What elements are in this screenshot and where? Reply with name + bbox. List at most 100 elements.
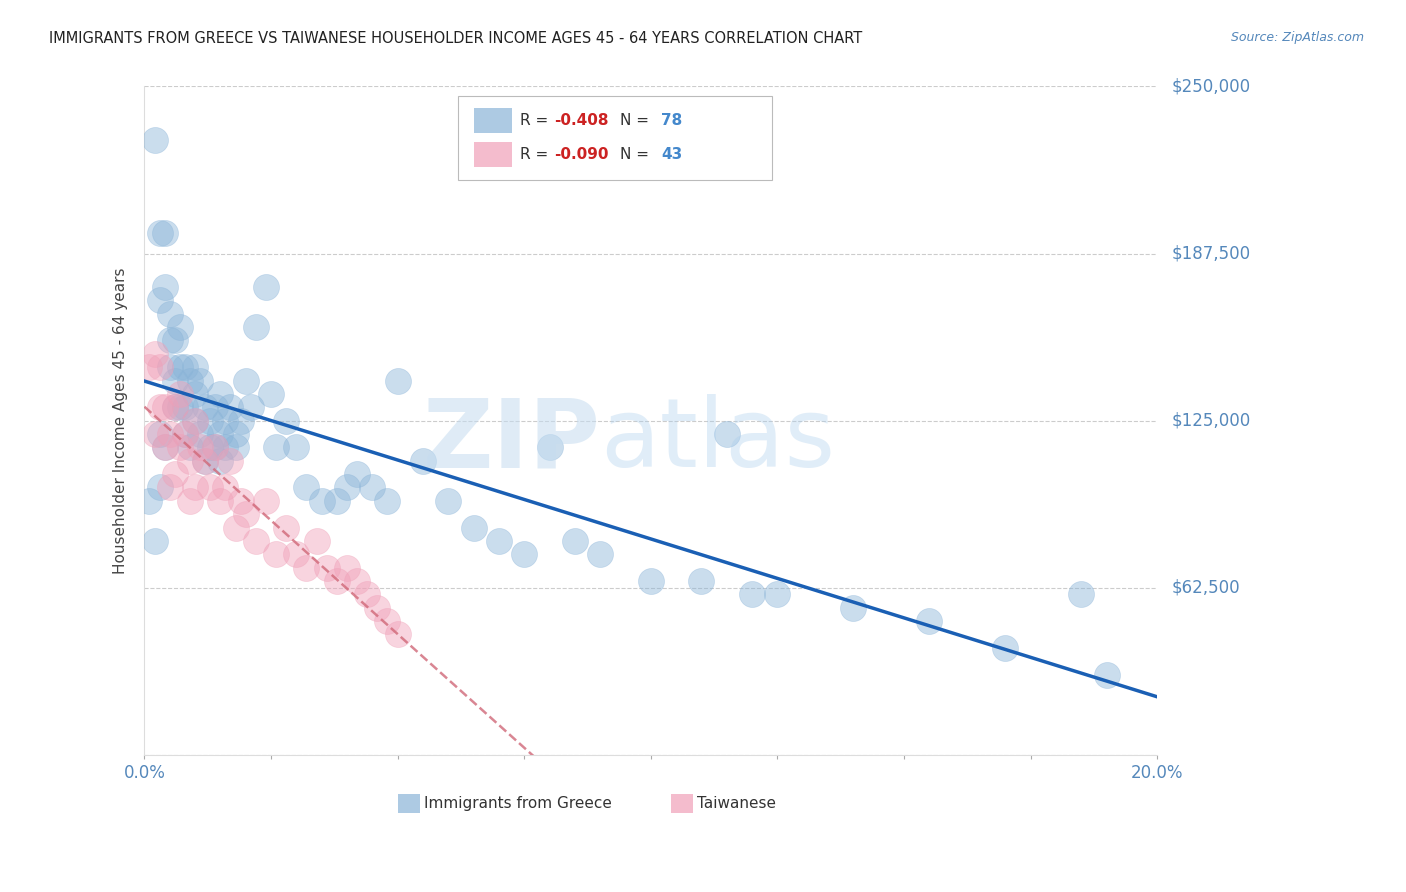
Text: N =: N = <box>620 147 654 162</box>
Text: $187,500: $187,500 <box>1171 244 1250 262</box>
Point <box>225 427 247 442</box>
Point <box>159 427 181 442</box>
Point <box>219 401 242 415</box>
Point <box>138 360 160 375</box>
Point <box>153 280 176 294</box>
Point <box>204 441 226 455</box>
Point <box>179 493 201 508</box>
Point <box>179 374 201 388</box>
Point <box>143 533 166 548</box>
Point <box>138 493 160 508</box>
Point <box>169 401 191 415</box>
Point <box>589 547 612 561</box>
Bar <box>671 794 693 813</box>
Point <box>276 520 298 534</box>
Point <box>295 560 318 574</box>
Point <box>149 227 172 241</box>
Point <box>200 480 222 494</box>
Point <box>766 587 789 601</box>
Point <box>153 401 176 415</box>
Point <box>143 427 166 442</box>
Point <box>260 387 283 401</box>
Point <box>285 547 308 561</box>
Point <box>538 441 561 455</box>
Point <box>184 387 207 401</box>
Text: N =: N = <box>620 113 654 128</box>
Text: Source: ZipAtlas.com: Source: ZipAtlas.com <box>1230 31 1364 45</box>
Point <box>336 480 359 494</box>
Point <box>169 320 191 334</box>
Point <box>214 441 236 455</box>
Point <box>239 401 262 415</box>
Point <box>143 347 166 361</box>
Point <box>200 414 222 428</box>
Point <box>179 454 201 468</box>
FancyBboxPatch shape <box>458 96 772 180</box>
Point <box>326 493 349 508</box>
Point <box>209 454 232 468</box>
Text: atlas: atlas <box>600 394 835 487</box>
Point <box>842 600 865 615</box>
Point <box>143 133 166 147</box>
Point <box>336 560 359 574</box>
Text: -0.090: -0.090 <box>554 147 609 162</box>
Point <box>179 441 201 455</box>
Point <box>174 427 197 442</box>
Point <box>214 480 236 494</box>
Point <box>235 374 257 388</box>
Point <box>153 441 176 455</box>
Point <box>149 293 172 308</box>
Point <box>204 401 226 415</box>
Point <box>159 480 181 494</box>
Point <box>229 493 252 508</box>
Point <box>716 427 738 442</box>
Point <box>254 280 277 294</box>
Point <box>463 520 485 534</box>
Point <box>159 360 181 375</box>
Point <box>169 441 191 455</box>
Point <box>254 493 277 508</box>
Point <box>159 307 181 321</box>
Point <box>163 401 186 415</box>
Point <box>149 480 172 494</box>
Text: $250,000: $250,000 <box>1171 78 1250 95</box>
Point <box>204 441 226 455</box>
Point <box>640 574 662 588</box>
Point <box>225 441 247 455</box>
Point <box>305 533 328 548</box>
Point <box>163 374 186 388</box>
Point <box>163 401 186 415</box>
Point <box>245 320 267 334</box>
Point <box>361 480 384 494</box>
Point <box>174 360 197 375</box>
Point <box>326 574 349 588</box>
Point <box>184 480 207 494</box>
Point <box>918 614 941 628</box>
Bar <box>398 794 420 813</box>
Point <box>159 334 181 348</box>
Point <box>488 533 510 548</box>
Point <box>285 441 308 455</box>
Text: IMMIGRANTS FROM GREECE VS TAIWANESE HOUSEHOLDER INCOME AGES 45 - 64 YEARS CORREL: IMMIGRANTS FROM GREECE VS TAIWANESE HOUS… <box>49 31 862 46</box>
Point <box>194 454 217 468</box>
Text: Taiwanese: Taiwanese <box>697 796 776 811</box>
Point <box>149 360 172 375</box>
Point <box>366 600 388 615</box>
Y-axis label: Householder Income Ages 45 - 64 years: Householder Income Ages 45 - 64 years <box>114 268 128 574</box>
Point <box>219 454 242 468</box>
Point <box>245 533 267 548</box>
Text: $62,500: $62,500 <box>1171 579 1240 597</box>
Point <box>188 441 211 455</box>
Text: 43: 43 <box>661 147 682 162</box>
Point <box>214 414 236 428</box>
Point <box>513 547 536 561</box>
Point <box>188 427 211 442</box>
Point <box>437 493 460 508</box>
Point <box>194 401 217 415</box>
Point <box>741 587 763 601</box>
Point <box>184 414 207 428</box>
Text: 78: 78 <box>661 113 682 128</box>
Bar <box>474 142 512 167</box>
Point <box>690 574 713 588</box>
Point <box>1095 667 1118 681</box>
